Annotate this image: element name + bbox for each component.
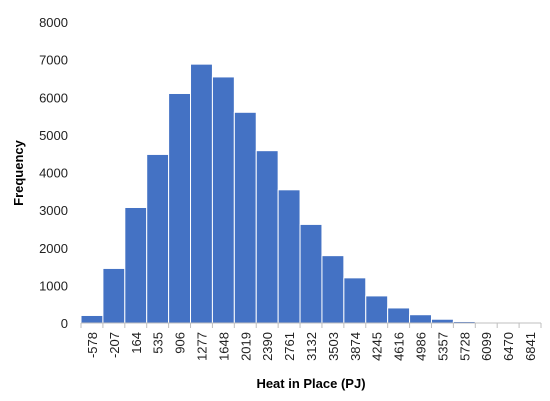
x-tick-label: -578 — [85, 332, 100, 358]
y-axis-title: Frequency — [11, 139, 26, 206]
y-tick-label: 2000 — [39, 241, 68, 256]
y-tick-label: 4000 — [39, 166, 68, 181]
bar-3132 — [299, 223, 323, 324]
x-tick-label: 6099 — [479, 332, 494, 361]
y-tick-label: 7000 — [39, 53, 68, 68]
y-tick-label: 6000 — [39, 90, 68, 105]
x-tick-label: 4986 — [414, 332, 429, 361]
y-tick-label: 3000 — [39, 203, 68, 218]
x-tick-label: 2761 — [282, 332, 297, 361]
bar-535 — [146, 153, 170, 324]
bar-2019 — [233, 111, 257, 324]
x-tick-label: 4616 — [392, 332, 407, 361]
bar-4986 — [409, 314, 432, 324]
x-tick-label: 6470 — [501, 332, 516, 361]
y-tick-label: 8000 — [39, 15, 68, 30]
bar-5357 — [430, 318, 454, 324]
x-tick-label: 1648 — [216, 332, 231, 361]
bars-group — [80, 63, 542, 324]
bar-4616 — [387, 307, 411, 324]
x-tick-label: 2019 — [238, 332, 253, 361]
bar-4245 — [365, 295, 389, 324]
x-tick-label: 5357 — [435, 332, 450, 361]
bar--207 — [102, 267, 126, 324]
x-axis-title: Heat in Place (PJ) — [256, 376, 365, 391]
x-tick-label: 6841 — [523, 332, 538, 361]
x-tick-label: -207 — [107, 332, 122, 358]
bar-164 — [124, 206, 148, 324]
bar-1277 — [190, 63, 213, 324]
x-tick-label: 3132 — [304, 332, 319, 361]
x-tick-label: 535 — [151, 332, 166, 354]
bar-1648 — [211, 76, 235, 324]
x-tick-label: 2390 — [260, 332, 275, 361]
y-tick-label: 5000 — [39, 128, 68, 143]
x-tick-marks — [80, 323, 542, 328]
y-tick-label: 1000 — [39, 278, 68, 293]
x-tick-label: 3874 — [348, 332, 363, 361]
bar-2390 — [255, 150, 279, 324]
bar-3503 — [321, 255, 345, 324]
x-tick-label: 1277 — [194, 332, 209, 361]
y-tick-label: 0 — [61, 316, 68, 331]
x-tick-label: 164 — [129, 332, 144, 354]
bar-3874 — [343, 277, 367, 324]
x-tick-label: 906 — [173, 332, 188, 354]
x-tick-label: 3503 — [326, 332, 341, 361]
x-tick-labels: -578 -207 164 535 906 1277 1648 2019 2390 2761 313… — [85, 332, 538, 361]
bar--578 — [80, 314, 104, 324]
bar-2761 — [277, 189, 301, 324]
y-tick-labels: 0 1000 2000 3000 4000 5000 6000 7000 8000 — [39, 15, 68, 331]
x-tick-label: 4245 — [370, 332, 385, 361]
x-tick-label: 5728 — [457, 332, 472, 361]
bar-906 — [168, 92, 192, 324]
